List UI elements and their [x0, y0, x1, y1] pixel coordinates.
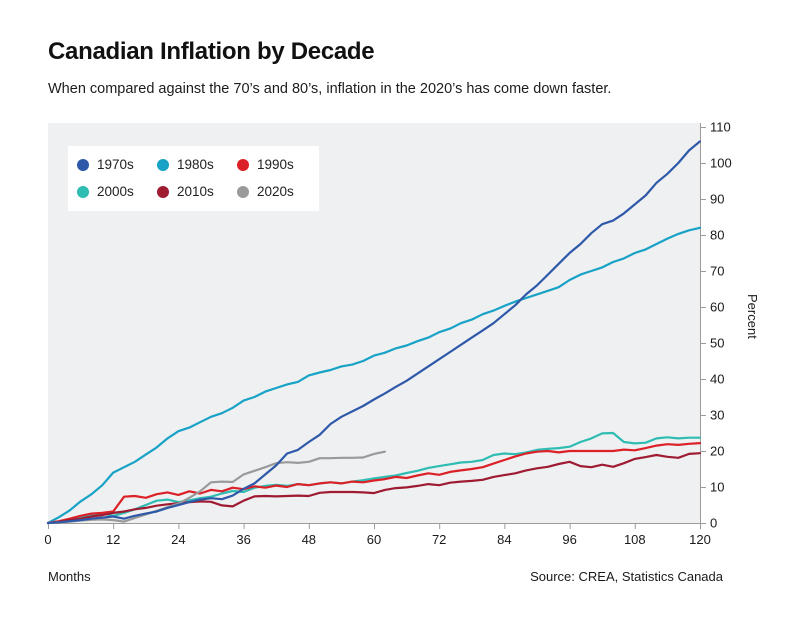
y-tick-label: 60: [710, 300, 724, 315]
y-tick-label: 30: [710, 408, 724, 423]
legend-dot-2000s: [77, 186, 89, 198]
series-line-1970s: [46, 140, 702, 525]
legend-label: 1980s: [177, 157, 214, 172]
legend-label: 1970s: [97, 157, 134, 172]
legend-dot-1980s: [157, 159, 169, 171]
legend-item-1980s: 1980s: [157, 158, 237, 172]
series-line-2000s: [46, 431, 702, 525]
x-tick-label: 0: [44, 532, 51, 547]
legend-label: 2010s: [177, 184, 214, 199]
x-tick-label: 96: [562, 532, 576, 547]
y-tick-label: 20: [710, 444, 724, 459]
y-axis-title: Percent: [745, 294, 760, 339]
chart-subtitle: When compared against the 70’s and 80’s,…: [48, 81, 612, 97]
y-tick-label: 40: [710, 372, 724, 387]
legend-label: 1990s: [257, 157, 294, 172]
y-tick-label: 110: [710, 120, 731, 135]
x-tick-label: 24: [171, 532, 185, 547]
y-tick-label: 70: [710, 264, 724, 279]
series-line-1980s: [46, 226, 702, 525]
x-tick-label: 48: [302, 532, 316, 547]
legend-item-2010s: 2010s: [157, 185, 237, 199]
y-tick-label: 100: [710, 156, 732, 171]
x-tick-label: 36: [236, 532, 250, 547]
y-tick-label: 90: [710, 192, 724, 207]
y-tick-label: 0: [710, 516, 717, 531]
legend-dot-1970s: [77, 159, 89, 171]
source-attribution: Source: CREA, Statistics Canada: [530, 569, 723, 584]
y-tick-label: 10: [710, 480, 724, 495]
series-line-1990s: [46, 442, 702, 525]
legend-item-1970s: 1970s: [77, 158, 157, 172]
x-tick-label: 120: [689, 532, 711, 547]
x-tick-label: 108: [624, 532, 646, 547]
legend-label: 2000s: [97, 184, 134, 199]
legend-dot-1990s: [237, 159, 249, 171]
legend-dot-2010s: [157, 186, 169, 198]
legend-item-2000s: 2000s: [77, 185, 157, 199]
x-tick-label: 60: [367, 532, 381, 547]
series-line-2020s: [46, 450, 386, 525]
y-tick-label: 80: [710, 228, 724, 243]
x-tick-label: 84: [497, 532, 511, 547]
x-tick-label: 72: [432, 532, 446, 547]
legend-dot-2020s: [237, 186, 249, 198]
legend-label: 2020s: [257, 184, 294, 199]
series-line-2010s: [46, 452, 702, 525]
legend-item-2020s: 2020s: [237, 185, 309, 199]
legend-item-1990s: 1990s: [237, 158, 309, 172]
x-axis-title: Months: [48, 569, 91, 584]
x-tick-label: 12: [106, 532, 120, 547]
chart-legend: 1970s 1980s 1990s 2000s 2010s 2020s: [68, 146, 319, 211]
y-tick-label: 50: [710, 336, 724, 351]
chart-title: Canadian Inflation by Decade: [48, 38, 375, 65]
